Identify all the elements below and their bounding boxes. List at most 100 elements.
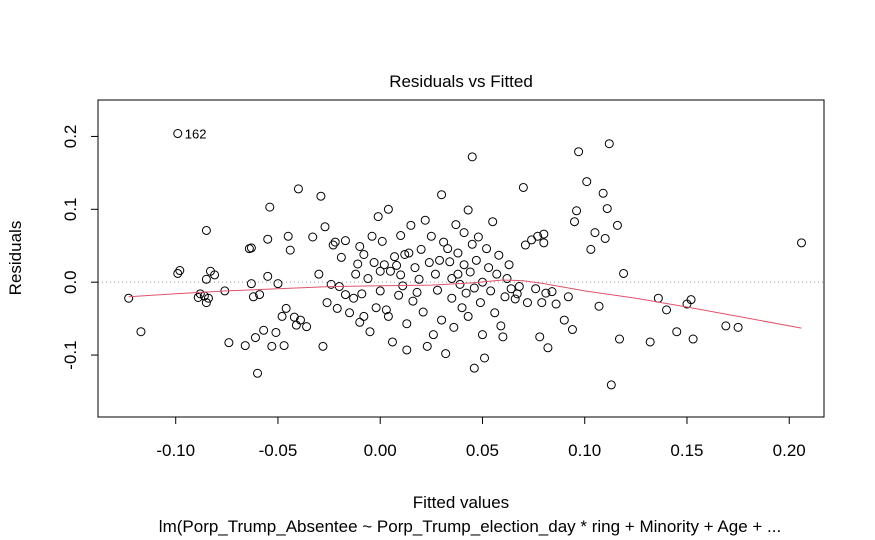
data-point <box>602 204 612 214</box>
data-point <box>387 337 397 347</box>
data-point <box>471 255 481 265</box>
data-point <box>318 341 328 351</box>
data-point <box>385 266 395 276</box>
data-point <box>461 288 471 298</box>
data-point <box>453 269 463 279</box>
data-point <box>435 255 445 265</box>
data-point <box>518 182 528 192</box>
data-point <box>480 353 490 363</box>
data-point <box>490 308 500 318</box>
data-point <box>606 380 616 390</box>
data-point <box>510 294 520 304</box>
data-point <box>402 319 412 329</box>
data-point <box>392 260 402 270</box>
data-point <box>136 327 146 337</box>
data-point <box>173 268 183 278</box>
data-point <box>273 279 283 289</box>
x-tick-label: 0.15 <box>670 441 703 460</box>
data-point <box>522 298 532 308</box>
data-point <box>424 258 434 268</box>
data-point <box>463 205 473 215</box>
data-point <box>404 248 414 258</box>
data-point <box>285 245 295 255</box>
data-point <box>396 231 406 241</box>
data-point <box>430 269 440 279</box>
data-point <box>570 217 580 227</box>
data-point <box>441 349 451 359</box>
data-point <box>406 220 416 230</box>
data-point <box>453 248 463 258</box>
data-point <box>586 244 596 254</box>
data-point <box>539 229 549 239</box>
data-point <box>293 184 303 194</box>
data-point <box>437 315 447 325</box>
data-point <box>263 234 273 244</box>
model-subtitle: lm(Porp_Trump_Absentee ~ Porp_Trump_elec… <box>159 517 781 536</box>
data-point <box>614 334 624 344</box>
data-point <box>547 287 557 297</box>
data-point <box>797 238 807 248</box>
data-point <box>520 240 530 250</box>
data-point <box>604 139 614 149</box>
data-point <box>598 188 608 198</box>
data-point <box>645 337 655 347</box>
y-tick-label: 0.2 <box>61 125 80 149</box>
data-point <box>357 289 367 299</box>
data-point <box>402 345 412 355</box>
data-point <box>375 266 385 276</box>
data-point <box>418 307 428 317</box>
data-point <box>594 301 604 311</box>
data-point <box>283 231 293 241</box>
data-point <box>672 327 682 337</box>
data-point <box>291 320 301 330</box>
data-point <box>246 243 256 253</box>
data-point <box>469 363 479 373</box>
data-point <box>527 235 537 245</box>
data-point <box>410 263 420 273</box>
data-point <box>537 298 547 308</box>
data-point <box>336 252 346 262</box>
data-point <box>477 330 487 340</box>
data-point <box>353 259 363 269</box>
y-axis: -0.1 0.0 0.1 0.2 <box>61 125 99 370</box>
data-point <box>574 147 584 157</box>
data-point <box>279 341 289 351</box>
data-point <box>428 330 438 340</box>
data-point <box>265 202 275 212</box>
data-point <box>263 271 273 281</box>
data-point <box>492 269 502 279</box>
x-axis: -0.10 -0.05 0.00 0.05 0.10 0.15 0.20 <box>156 416 806 460</box>
data-point <box>373 212 383 222</box>
data-point <box>345 308 355 318</box>
data-point <box>551 299 561 309</box>
y-tick-label: 0.0 <box>61 270 80 294</box>
data-point <box>506 284 516 294</box>
data-point <box>369 258 379 268</box>
data-point <box>412 287 422 297</box>
data-point <box>473 232 483 242</box>
data-point <box>512 289 522 299</box>
x-tick-label: 0.10 <box>568 441 601 460</box>
x-tick-label: -0.05 <box>259 441 298 460</box>
data-point <box>432 285 442 295</box>
data-point <box>572 206 582 216</box>
data-point <box>408 296 418 306</box>
y-tick-label: -0.1 <box>61 340 80 369</box>
point-id-label: 162 <box>185 127 207 142</box>
data-point <box>330 237 340 247</box>
data-point <box>175 266 185 276</box>
data-point <box>469 283 479 293</box>
data-point <box>422 341 432 351</box>
data-point <box>377 236 387 246</box>
data-point <box>359 249 369 259</box>
data-point <box>390 252 400 262</box>
data-point <box>721 321 731 331</box>
data-point <box>173 129 183 139</box>
data-point <box>255 290 265 300</box>
data-point <box>379 260 389 270</box>
data-point <box>500 292 510 302</box>
data-point <box>326 279 336 289</box>
data-point <box>375 286 385 296</box>
x-tick-label: 0.00 <box>364 441 397 460</box>
data-point <box>416 244 426 254</box>
